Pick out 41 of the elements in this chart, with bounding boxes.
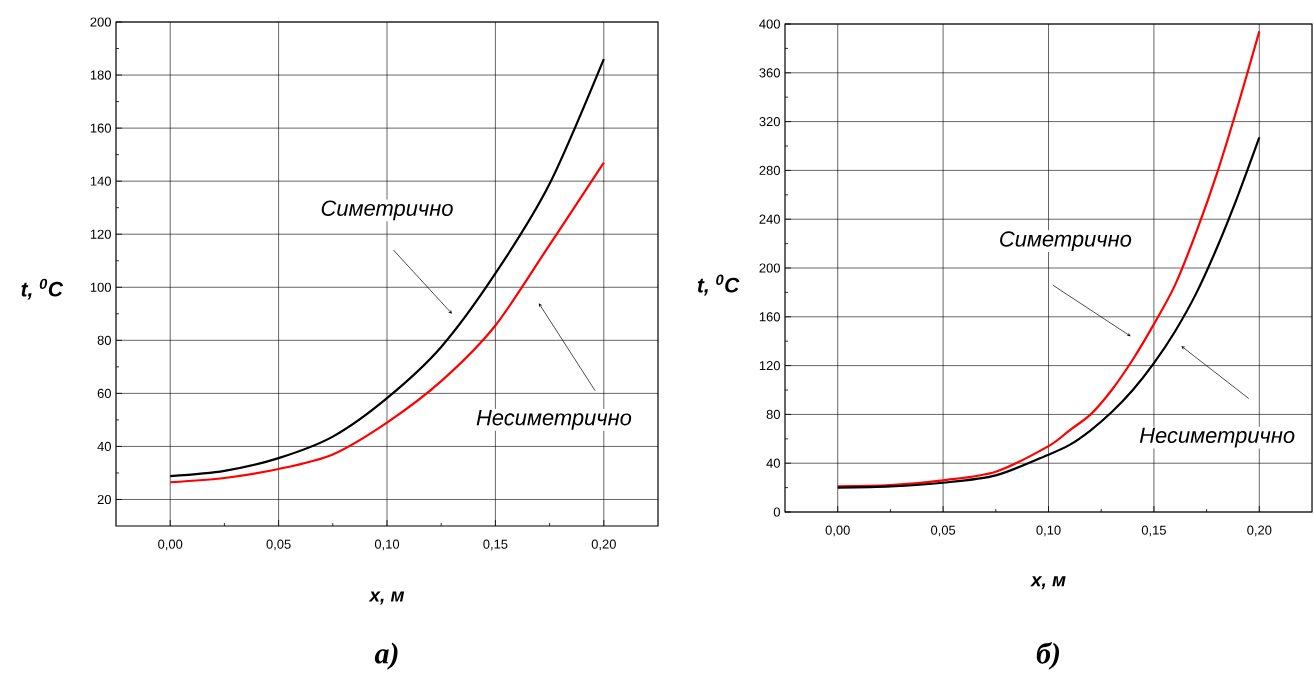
y-tick-label: 20 [97, 494, 111, 505]
y-tick-label: 80 [766, 409, 780, 419]
y-tick-label: 180 [90, 70, 111, 80]
x-tick-label: 0,15 [483, 539, 508, 551]
annotation: Симетрично [1000, 231, 1132, 252]
y-tick-label: 80 [97, 335, 111, 345]
y-tick-label: 60 [97, 388, 111, 398]
y-tick-label: 160 [90, 123, 111, 133]
y-axis-title: t, $^{0}$C [21, 278, 64, 300]
y-tick-label: 400 [759, 19, 780, 29]
x-tick-label: 0,10 [374, 539, 400, 551]
text: б) [1036, 641, 1060, 670]
annotation: Несиметрично [1139, 427, 1295, 448]
annotation: Несиметрично [476, 410, 632, 430]
x-tick-label: 0,00 [825, 525, 850, 537]
x-axis-title: x, м [1030, 576, 1066, 590]
y-tick-label: 360 [759, 68, 780, 78]
y-tick-label: 100 [90, 282, 111, 292]
x-tick-label: 0,00 [158, 539, 183, 551]
x-tick-label: 0,10 [1036, 525, 1061, 537]
x-tick-label: 0,05 [266, 539, 291, 551]
y-tick-label: 200 [759, 263, 780, 273]
x-axis-title: x, м [368, 591, 405, 605]
x-tick-label: 0,20 [591, 539, 616, 551]
y-tick-label: 160 [759, 312, 780, 322]
y-tick-label: 240 [759, 214, 780, 224]
y-tick-label: 200 [90, 17, 111, 27]
y-tick-label: 120 [759, 361, 780, 371]
y-tick-label: 280 [759, 165, 780, 175]
y-tick-label: 40 [766, 458, 780, 468]
y-axis-title: t, $^{0}$C [697, 274, 740, 296]
y-tick-label: 320 [759, 117, 780, 127]
y-tick-label: 40 [97, 441, 111, 452]
annotation: Симетрично [321, 200, 453, 221]
x-tick-label: 0,20 [1247, 525, 1272, 537]
y-tick-label: 0 [773, 507, 780, 517]
x-tick-label: 0,15 [1141, 525, 1166, 537]
y-tick-label: 120 [90, 229, 111, 239]
text: а) [374, 642, 398, 670]
x-tick-label: 0,05 [931, 525, 956, 537]
y-tick-label: 140 [90, 176, 111, 186]
